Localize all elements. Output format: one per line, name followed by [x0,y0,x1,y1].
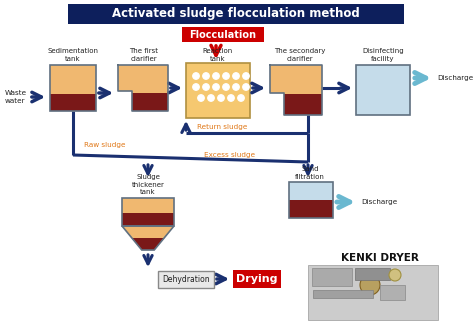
Circle shape [218,95,224,101]
Circle shape [238,95,244,101]
Bar [270,94,322,115]
Text: Sedimentation
tank: Sedimentation tank [47,48,99,62]
Bar [50,93,96,111]
Text: Disinfecting
facility: Disinfecting facility [362,48,404,62]
Bar [122,213,174,226]
Text: Discharge: Discharge [437,75,473,81]
Circle shape [389,269,401,281]
Text: Sand
filtration: Sand filtration [295,166,325,180]
Bar [118,65,168,92]
Text: Discharge: Discharge [361,199,397,205]
Bar [50,65,96,93]
Bar [308,265,438,320]
Text: KENKI DRYER: KENKI DRYER [341,253,419,263]
Bar [313,290,373,298]
Circle shape [233,84,239,90]
Circle shape [243,84,249,90]
Bar [312,268,352,286]
Text: Activated sludge flocculation method: Activated sludge flocculation method [112,7,360,20]
Text: Excess sludge: Excess sludge [204,152,255,158]
Text: Reaction
tank: Reaction tank [203,48,233,62]
Bar [182,27,264,42]
Bar [380,285,405,300]
Circle shape [203,84,209,90]
Bar [158,271,214,288]
Polygon shape [132,238,164,250]
Circle shape [203,73,209,79]
Text: Dehydration: Dehydration [162,275,210,284]
Circle shape [360,275,380,295]
Bar [50,65,96,111]
Bar [270,65,322,94]
Circle shape [213,84,219,90]
Bar [122,198,174,226]
Bar [122,198,174,213]
Text: The first
clarifier: The first clarifier [129,48,158,62]
Bar [233,270,281,288]
Circle shape [208,95,214,101]
Bar [289,200,333,218]
Text: Flocculation: Flocculation [190,29,256,40]
Circle shape [193,84,199,90]
Bar [118,91,132,111]
Bar [289,182,333,200]
Bar [270,93,284,115]
Bar [355,268,390,280]
Circle shape [233,73,239,79]
Text: Return sludge: Return sludge [197,124,247,130]
Bar [68,4,404,24]
Polygon shape [122,226,174,238]
Text: Waste
water: Waste water [5,90,27,104]
Bar [356,65,410,115]
Bar [118,92,168,111]
Text: Drying: Drying [236,274,278,284]
Text: Sludge
thickener
tank: Sludge thickener tank [132,175,164,196]
Text: The secondary
clarifier: The secondary clarifier [274,48,326,62]
Circle shape [213,73,219,79]
Circle shape [223,84,229,90]
Bar [186,63,250,118]
Circle shape [228,95,234,101]
Circle shape [198,95,204,101]
Circle shape [243,73,249,79]
Circle shape [193,73,199,79]
Circle shape [223,73,229,79]
Bar [289,182,333,218]
Text: Raw sludge: Raw sludge [84,142,126,148]
